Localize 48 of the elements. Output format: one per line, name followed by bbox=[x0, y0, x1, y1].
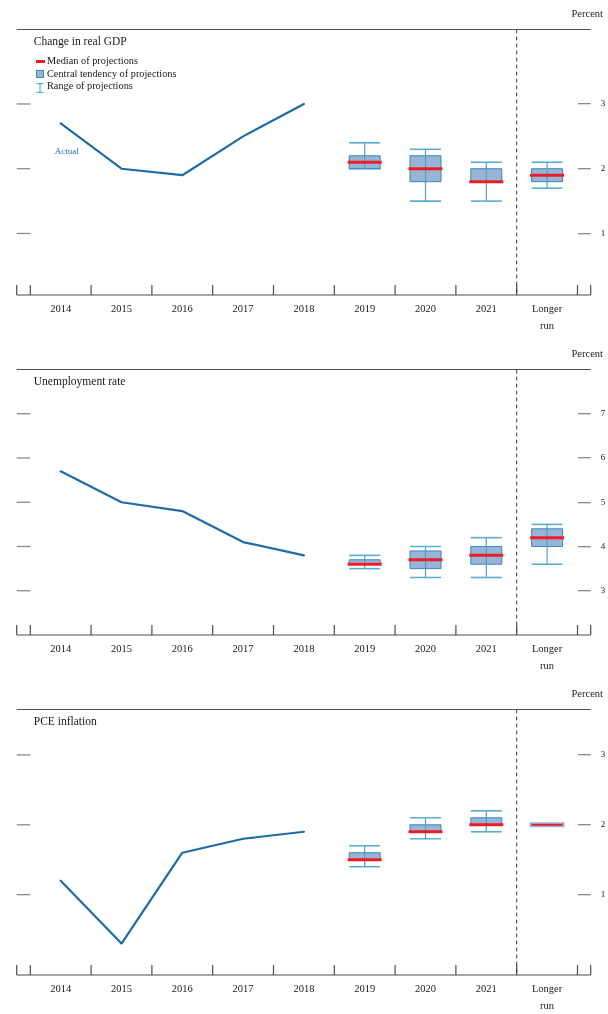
x-tick-label: 2021 bbox=[475, 983, 497, 995]
annotation: Range of projections bbox=[47, 80, 133, 92]
chart-title: PCE inflation bbox=[33, 714, 97, 727]
x-tick-label: Longer run bbox=[531, 643, 563, 671]
y-tick-label: 5 bbox=[600, 496, 606, 507]
x-tick-label: 2017 bbox=[232, 643, 254, 655]
y-tick-label: 1 bbox=[600, 227, 606, 238]
x-tick-label: 2020 bbox=[415, 983, 436, 995]
x-tick-label: 2017 bbox=[232, 983, 254, 995]
y-tick-label: 4 bbox=[600, 540, 606, 551]
x-tick-label: 2019 bbox=[354, 983, 376, 995]
y-tick-label: 6 bbox=[600, 452, 606, 463]
text: Change in real GDP bbox=[33, 34, 127, 48]
x-tick-label: 2015 bbox=[111, 643, 132, 655]
x-tick-label: 2019 bbox=[354, 643, 376, 655]
x-tick-label: 2014 bbox=[50, 983, 72, 995]
annotation: Central tendency of projections bbox=[47, 67, 177, 79]
y-tick-label: 1 bbox=[600, 889, 606, 900]
y-tick-label: 3 bbox=[600, 749, 606, 760]
x-tick-label: 2020 bbox=[415, 303, 436, 315]
y-tick-label: 3 bbox=[600, 98, 606, 109]
annotation: Median of projections bbox=[47, 55, 138, 67]
x-tick-label: 2018 bbox=[293, 643, 315, 655]
series-label: Actual bbox=[54, 145, 80, 156]
x-tick-label: 2015 bbox=[111, 983, 132, 995]
x-tick-label: 2014 bbox=[50, 643, 72, 655]
x-tick-label: 2019 bbox=[354, 303, 376, 315]
x-tick-label: 2018 bbox=[293, 303, 315, 315]
x-tick-label: 2021 bbox=[475, 303, 497, 315]
x-tick-label: 2016 bbox=[171, 983, 193, 995]
x-tick-label: 2016 bbox=[171, 643, 193, 655]
x-tick-label: 2016 bbox=[171, 303, 193, 315]
x-tick-label: 2015 bbox=[111, 303, 132, 315]
y-tick-label: 7 bbox=[600, 408, 606, 419]
y-tick-label: 2 bbox=[600, 819, 606, 830]
y-axis-title: Percent bbox=[571, 7, 604, 19]
x-tick-label: 2021 bbox=[475, 643, 497, 655]
x-tick-label: Longer run bbox=[531, 983, 563, 1011]
y-axis-title: Percent bbox=[571, 687, 604, 699]
y-axis-title: Percent bbox=[571, 347, 604, 359]
x-tick-label: 2014 bbox=[50, 303, 72, 315]
y-tick-label: 3 bbox=[600, 585, 606, 596]
x-tick-label: 2020 bbox=[415, 643, 436, 655]
x-tick-label: 2017 bbox=[232, 303, 254, 315]
chart-title: Unemployment rate bbox=[33, 374, 126, 388]
x-tick-label: Longer run bbox=[531, 303, 563, 331]
y-tick-label: 2 bbox=[600, 163, 606, 174]
x-tick-label: 2018 bbox=[293, 983, 315, 995]
